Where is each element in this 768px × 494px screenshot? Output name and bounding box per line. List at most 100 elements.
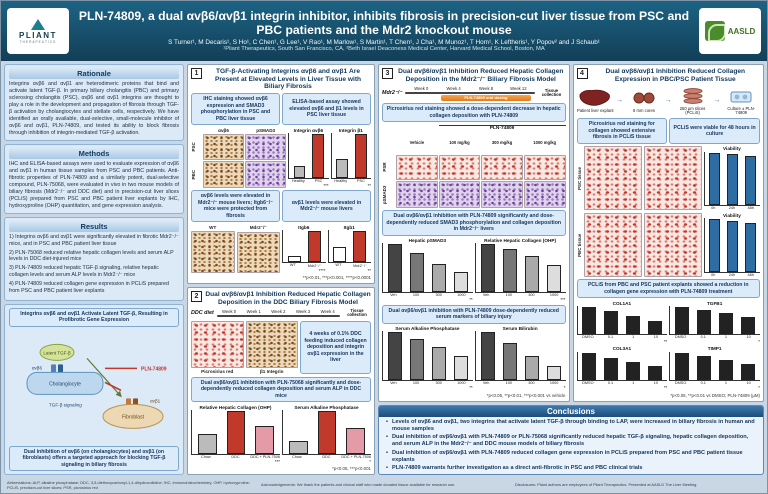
rationale-heading: Rationale <box>9 68 179 79</box>
ihc-image-pbc-psmad3 <box>245 161 287 188</box>
chart-bar <box>255 426 274 454</box>
panel-1-head: 1 TGF-β-Activating Integrins αvβ6 and αv… <box>191 68 371 91</box>
methods-box: Methods IHC and ELISA-based assays were … <box>4 143 184 214</box>
panel-4-number: 4 <box>576 68 588 79</box>
slices-icon <box>683 87 703 104</box>
dose-1000: 1000 mg/kg <box>533 140 557 146</box>
right-columns-top: 3 Dual αvβ6/αvβ1 Inhibition Reduced Hepa… <box>378 64 764 402</box>
chart-bar <box>409 253 424 293</box>
poster-footer: Abbreviations: ALP, alkaline phosphatase… <box>1 478 767 493</box>
list-item: Dual inhibition of αvβ6/αvβ1 with PLN-74… <box>385 434 757 448</box>
list-item: Week 4 <box>446 85 461 91</box>
panel-3-week-ticks: Week 0 Week 4 Week 8 Week 12 <box>405 86 534 91</box>
pbc-tissue-label: PBC tissue <box>576 233 582 257</box>
chart-bar <box>431 347 446 381</box>
poster-authors: S Turner¹, M Decaris¹, S Ho¹, C Chen¹, G… <box>168 39 600 47</box>
panel-2-footnote: *p<0.05, ***p<0.001 <box>332 466 371 471</box>
chart-viability-psc: Viability 0h 24h 48h <box>703 146 761 210</box>
chart-col1a1: COL1A1 DMSO 0.1 1 10 ** <box>576 301 668 344</box>
latent-tgfb-label: Latent TGF-β <box>43 350 71 355</box>
poster-body: Rationale Integrins αvβ6 and αvβ1 are he… <box>1 61 767 478</box>
results-list: 1) Integrins αvβ6 and αvβ1 were signific… <box>9 234 179 297</box>
ddc-b1-caption: β1 Integrin <box>260 369 284 375</box>
results-heading: Results <box>9 220 179 232</box>
ddc-b1-figure: β1 Integrin <box>245 320 298 375</box>
cholangiocyte-label: Cholangiocyte <box>49 381 81 387</box>
chart-bar <box>387 244 402 293</box>
workflow-arrow-icon: → <box>664 97 672 105</box>
chart-bar <box>524 256 539 293</box>
chart-bar <box>289 441 308 454</box>
pbc-pclis-image-1 <box>583 212 642 277</box>
list-item: Week 0 <box>222 309 237 315</box>
panel-4-head: 4 Dual αvβ6/αvβ1 Inhibition Reduced Coll… <box>576 68 761 83</box>
chart-bar <box>431 263 446 293</box>
liver-icon <box>579 89 611 106</box>
ddc-psr-figure: Picrosirius red <box>191 320 244 374</box>
diagram-caption: Dual inhibition of αvβ6 (on cholangiocyt… <box>9 445 179 471</box>
methods-heading: Methods <box>9 147 179 159</box>
chart-bar <box>546 366 561 381</box>
chart-ddc-alp: Serum Alkaline Phosphatase Chow DDC DDC + P… <box>282 405 371 464</box>
pln74809-dosing-bar: PLN-74809 oral dosing <box>441 94 531 101</box>
chart-mdr2-ohp: Relative Hepatic Collagen (OHP) Veh 100 300… <box>474 238 566 302</box>
chart-bar <box>346 428 365 454</box>
psr-image-300 <box>481 154 523 180</box>
chart-bar <box>648 321 663 335</box>
aasld-logo-text: AASLD <box>727 26 756 36</box>
workflow-culture-caption: Culture ± PLN-74809 <box>727 105 756 116</box>
chart-bar <box>409 339 424 381</box>
chart-bar <box>626 362 641 381</box>
chart-itgb1: Itgb1 WT Mdr2⁻/⁻ ** <box>327 225 371 273</box>
list-item: Week 0 <box>414 85 429 91</box>
chart-integrin-avb6: Integrin αvβ6 Healthy PSC *** <box>288 128 329 188</box>
chart-bar <box>744 223 756 272</box>
chart-bar <box>744 155 756 206</box>
chart-integrin-b1: Integrin β1 Healthy PSC ** <box>330 128 372 188</box>
workflow-explant: Patient liver explant <box>577 88 615 114</box>
chart-bar <box>582 352 597 381</box>
results-box: Results 1) Integrins αvβ6 and αvβ1 were … <box>4 216 184 301</box>
list-item: Week 4 <box>320 309 335 315</box>
aasld-leaf-icon <box>704 21 725 41</box>
rationale-box: Rationale Integrins αvβ6 and αvβ1 are he… <box>4 64 184 141</box>
chart-viability-pbc: Viability 0h 24h 48h <box>703 213 761 277</box>
chart-bar <box>307 230 321 262</box>
panel-4-footnote: *p<0.05, **p<0.01 vs DMSO; PLN-74809 (µM… <box>670 392 760 398</box>
poster-title: PLN-74809, a dual αvβ6/αvβ1 integrin inh… <box>78 8 690 37</box>
mechanism-diagram: Latent TGF-β Cholangiocyte αvβ6 Fibrobla… <box>26 343 167 429</box>
panel-4: 4 Dual αvβ6/αvβ1 Inhibition Reduced Coll… <box>572 64 764 402</box>
chart-bar <box>719 312 734 335</box>
pln74809-group-header: PLN-74809 <box>438 124 566 140</box>
ihc-image-psc-avb6 <box>203 133 245 161</box>
psc-pclis-image-1 <box>583 146 642 211</box>
tissue-collection-label: Tissue collection <box>541 87 562 98</box>
drug-label: PLN-74809 <box>141 366 167 372</box>
panel-1-ihc-grid: αvβ6 pSMAD3 PSC PBC <box>191 127 287 188</box>
chart-bar <box>697 309 712 335</box>
workflow-arrow-icon: → <box>616 97 624 105</box>
chart-mdr2-alp: Serum Alkaline Phosphatase Veh 100 300 1000 *… <box>382 326 473 390</box>
psr-image-vehicle <box>396 154 438 180</box>
chart-bar <box>502 249 517 293</box>
chart-bar <box>604 358 619 381</box>
psc-pclis-image-2 <box>643 146 702 211</box>
workflow-slices-caption: 250 µm slices (PCLiS) <box>679 105 706 116</box>
panel-1-footnote: **p<0.01, ***p<0.001, ****p<0.0001 <box>302 275 371 281</box>
ihc-col-avb6: αvβ6 <box>218 127 229 133</box>
panel-3-timeline: Mdr2⁻/⁻ Week 0 Week 4 Week 8 Week 12 PLN-74… <box>382 86 566 101</box>
pliant-logo-text: PLIANT <box>19 30 57 40</box>
pliant-logo: PLIANT THERAPEUTICS <box>7 8 69 54</box>
panel-1-number: 1 <box>191 68 202 79</box>
chart-bar <box>198 434 217 454</box>
panel-4-title: Dual αvβ6/αvβ1 Inhibition Reduced Collag… <box>605 68 746 83</box>
chart-bar <box>741 364 755 381</box>
panel-1-ihc-note: IHC staining showed αvβ6 expression and … <box>191 93 280 126</box>
pliant-triangle-icon <box>31 18 45 30</box>
pliant-logo-subtext: THERAPEUTICS <box>19 39 57 44</box>
chart-bar <box>726 154 738 206</box>
mouse-mdr2-b6-image <box>236 231 280 273</box>
chart-bar <box>453 356 468 381</box>
timeline-line <box>216 315 340 318</box>
